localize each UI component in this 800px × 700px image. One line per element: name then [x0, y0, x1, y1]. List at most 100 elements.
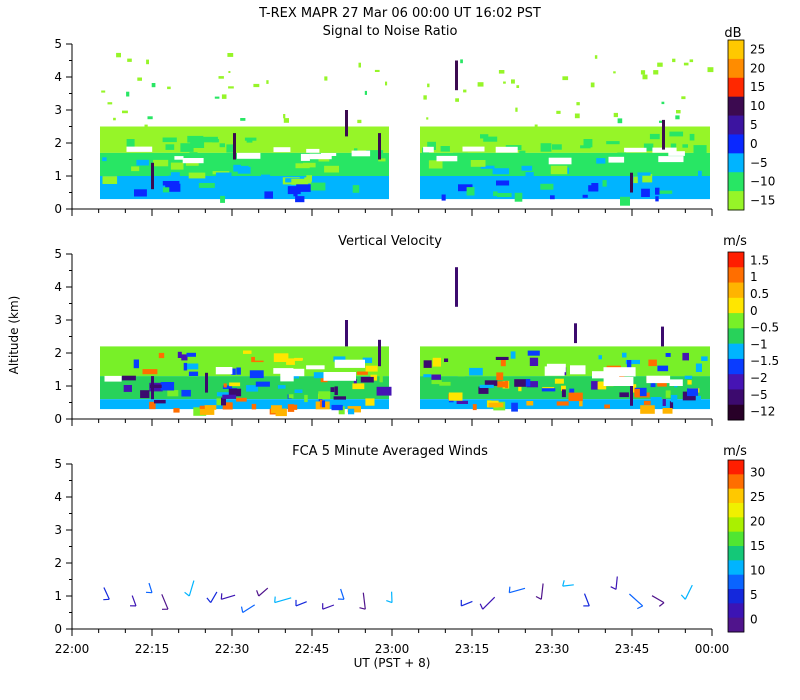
snr-speck [657, 62, 663, 67]
snr-patch [670, 143, 677, 151]
vv-patch [500, 357, 506, 367]
snr-speck [151, 83, 156, 88]
vertical-velocity-colorbar-label: 1 [750, 270, 758, 284]
snr-patch [264, 191, 273, 199]
snr-gap [321, 153, 337, 156]
snr-patch [427, 141, 436, 150]
snr-speck [423, 95, 427, 100]
vertical-velocity-y-tick-label: 1 [54, 379, 62, 393]
winds-panel-title: FCA 5 Minute Averaged Winds [292, 444, 488, 459]
snr-speck [122, 110, 128, 114]
vv-patch [604, 404, 610, 409]
vv-patch [444, 358, 449, 362]
snr-patch [642, 174, 653, 183]
snr-patch [126, 139, 135, 148]
vertical-velocity-colorbar-swatch [728, 252, 744, 268]
vv-patch [243, 350, 252, 354]
snr-colorbar-label: −15 [750, 194, 775, 208]
x-tick-label: 23:00 [375, 642, 410, 656]
vv-patch [431, 374, 441, 380]
vv-patch [518, 382, 522, 392]
vv-patch [472, 404, 477, 411]
snr-gap [306, 148, 320, 153]
snr-patch [480, 165, 495, 169]
snr-panel-title: Signal to Noise Ratio [323, 24, 458, 39]
snr-speck [574, 113, 580, 119]
vv-patch [569, 388, 575, 395]
wind-barb-flag [359, 607, 366, 610]
snr-speck [498, 70, 505, 74]
snr-speck [681, 96, 686, 100]
snr-patch [441, 194, 446, 201]
snr-patch [620, 196, 630, 206]
vv-patch [121, 375, 136, 381]
vv-patch [448, 392, 463, 401]
snr-speck [689, 59, 694, 63]
snr-patch [188, 172, 206, 179]
vv-patch [186, 352, 196, 357]
vv-patch [306, 351, 318, 357]
snr-speck [357, 119, 362, 124]
vv-patch [246, 385, 259, 392]
wind-barb [651, 595, 665, 604]
vv-patch [634, 388, 640, 398]
snr-speck [562, 76, 569, 81]
snr-speck [385, 81, 388, 86]
snr-speck [146, 59, 149, 65]
vertical-velocity-y-tick-label: 5 [54, 247, 62, 261]
snr-colorbar-label: 20 [750, 61, 765, 75]
snr-speck [127, 58, 132, 62]
snr-patch [187, 135, 204, 143]
vertical-velocity-y-tick-label: 3 [54, 313, 62, 327]
wind-barb [615, 576, 618, 590]
wind-barb [509, 587, 526, 594]
vv-patch [662, 399, 666, 406]
vv-patch [140, 390, 150, 399]
snr-colorbar-swatch [728, 191, 744, 211]
snr-gap [126, 146, 153, 152]
vv-patch [331, 404, 343, 411]
vv-streak [574, 323, 577, 344]
vv-patch [488, 402, 504, 408]
snr-patch [153, 159, 169, 167]
snr-patch [617, 152, 627, 156]
snr-speck [137, 77, 142, 81]
snr-patch [310, 182, 326, 191]
vv-patch [302, 360, 315, 365]
vv-patch [457, 372, 465, 377]
snr-speck [676, 110, 681, 114]
wind-barb-flag [220, 593, 223, 600]
vv-patch [529, 357, 539, 366]
x-tick-label: 23:45 [615, 642, 650, 656]
wind-barb-flag [508, 586, 511, 593]
wind-barb [103, 587, 110, 600]
vv-patch [330, 387, 335, 392]
winds-colorbar-label: 15 [750, 539, 765, 553]
vertical-velocity-colorbar: 1.5 1 0.5 0 −0.5 −1 −1.5 −2 −5 −12 [727, 251, 779, 421]
vv-patch [222, 385, 233, 389]
vv-patch [496, 372, 504, 381]
vertical-velocity-colorbar-label: 0 [750, 304, 758, 318]
snr-streak [662, 119, 665, 150]
vv-patch [591, 381, 599, 390]
winds-colorbar-unit: m/s [723, 444, 747, 459]
vv-patch [526, 401, 534, 406]
snr-patch [470, 160, 486, 167]
vv-patch [650, 397, 662, 406]
vertical-velocity-y-tick-label: 4 [54, 280, 62, 294]
vv-patch [701, 356, 708, 361]
snr-patch [655, 196, 659, 202]
snr-patch [641, 188, 650, 197]
snr-gap [495, 146, 518, 153]
snr-patch [540, 143, 552, 152]
vv-patch [221, 397, 226, 406]
winds-colorbar-label: 5 [750, 588, 758, 602]
winds-y-tick-label: 2 [54, 556, 62, 570]
snr-patch [428, 160, 443, 169]
snr-speck [617, 118, 623, 124]
vv-patch [287, 404, 295, 412]
snr-speck [126, 91, 130, 97]
x-tick-label: 22:30 [215, 642, 250, 656]
snr-speck [707, 67, 714, 73]
